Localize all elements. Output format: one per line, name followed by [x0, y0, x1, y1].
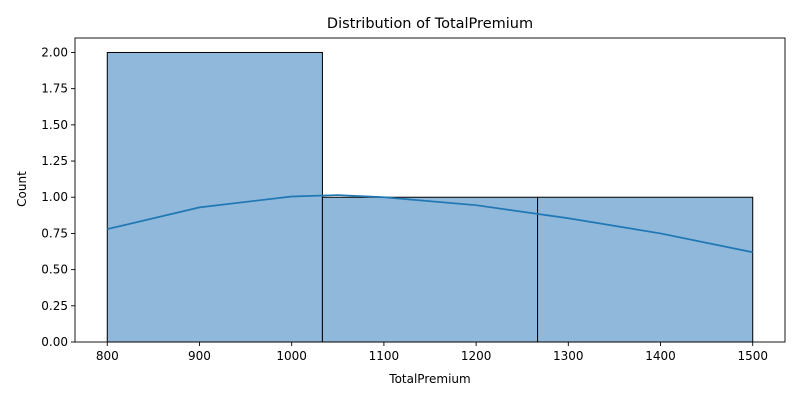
y-axis-label: Count [15, 171, 29, 207]
y-tick-label-8: 2.00 [41, 45, 68, 59]
x-tick-label-0: 800 [96, 349, 119, 363]
bars-group [106, 51, 754, 343]
y-tick-label-3: 0.75 [41, 226, 68, 240]
kde-line [107, 194, 753, 254]
x-tick-label-4: 1200 [461, 349, 492, 363]
y-tick-label-0: 0.00 [41, 335, 68, 349]
y-tick-label-6: 1.50 [41, 118, 68, 132]
kde-group [107, 194, 753, 254]
axes-group: 800 900 1000 1100 1200 1300 1400 1500 0.00 0.25 0.… [41, 37, 786, 363]
histogram-bar-2 [537, 196, 754, 343]
x-tick-label-2: 1000 [276, 349, 307, 363]
y-tick-label-5: 1.25 [41, 154, 68, 168]
y-tick-label-4: 1.00 [41, 190, 68, 204]
histogram-bar-1 [321, 196, 539, 343]
x-axis-label: TotalPremium [388, 372, 470, 386]
plot-frame [74, 37, 786, 343]
x-tick-label-7: 1500 [737, 349, 768, 363]
x-tick-label-3: 1100 [369, 349, 400, 363]
x-tick-label-5: 1300 [553, 349, 584, 363]
y-tick-label-1: 0.25 [41, 299, 68, 313]
y-tick-label-7: 1.75 [41, 82, 68, 96]
x-tick-label-6: 1400 [645, 349, 676, 363]
chart-title: Distribution of TotalPremium [327, 16, 533, 32]
y-tick-label-2: 0.50 [41, 263, 68, 277]
x-tick-label-1: 900 [188, 349, 211, 363]
